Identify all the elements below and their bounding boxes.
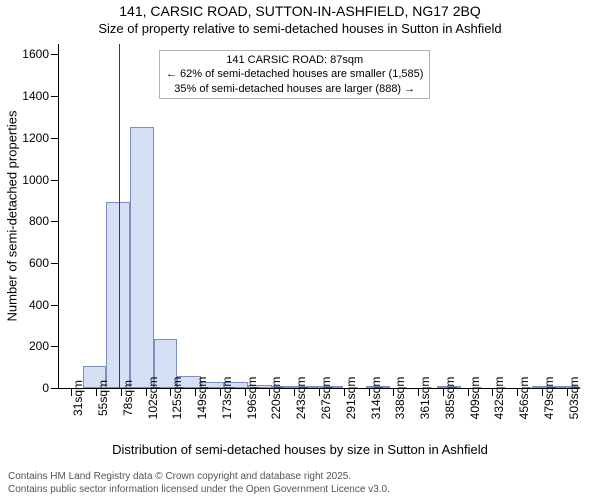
y-tick [51,96,58,97]
plot-area: 0200400600800100012001400160031sqm55sqm7… [58,44,579,389]
y-axis-title: Number of semi-detached properties [5,111,20,322]
x-tick-label: 361sqm [418,377,432,420]
x-tick-label: 338sqm [393,377,407,420]
annotation-line: ← 62% of semi-detached houses are smalle… [166,67,423,81]
x-tick-label: 291sqm [344,377,358,420]
x-tick-label: 55sqm [96,380,110,416]
x-tick-label: 409sqm [468,377,482,420]
y-tick [51,221,58,222]
histogram-bar [106,202,130,388]
page-title: 141, CARSIC ROAD, SUTTON-IN-ASHFIELD, NG… [0,3,600,21]
x-tick-label: 267sqm [319,377,333,420]
footer: Contains HM Land Registry data © Crown c… [8,471,390,496]
histogram-bar [130,127,154,388]
x-tick-label: 243sqm [294,377,308,420]
title-block: 141, CARSIC ROAD, SUTTON-IN-ASHFIELD, NG… [0,0,600,37]
x-tick-label: 173sqm [220,377,234,420]
y-tick [51,138,58,139]
y-tick [51,305,58,306]
y-tick-label: 1200 [22,131,49,145]
y-tick-label: 1000 [22,173,49,187]
y-tick [51,263,58,264]
y-tick-label: 800 [29,214,49,228]
x-tick-label: 149sqm [195,377,209,420]
x-tick-label: 78sqm [121,380,135,416]
x-axis-title: Distribution of semi-detached houses by … [0,442,600,457]
y-tick-label: 200 [29,339,49,353]
x-tick-label: 220sqm [269,377,283,420]
marker-line [119,44,120,388]
x-tick-label: 479sqm [542,377,556,420]
x-tick-label: 125sqm [170,377,184,420]
x-tick-label: 102sqm [146,377,160,420]
x-tick-label: 31sqm [71,380,85,416]
y-tick-label: 1600 [22,47,49,61]
y-tick-label: 1400 [22,89,49,103]
x-tick-label: 196sqm [245,377,259,420]
y-tick [51,346,58,347]
x-tick-label: 385sqm [443,377,457,420]
footer-line-1: Contains HM Land Registry data © Crown c… [8,471,390,484]
annotation-line: 141 CARSIC ROAD: 87sqm [166,53,423,67]
y-tick [51,388,58,389]
annotation-line: 35% of semi-detached houses are larger (… [166,82,423,96]
footer-line-2: Contains public sector information licen… [8,484,390,497]
x-tick-label: 503sqm [567,377,581,420]
annotation-box: 141 CARSIC ROAD: 87sqm← 62% of semi-deta… [159,50,430,99]
y-tick-label: 400 [29,298,49,312]
y-tick-label: 600 [29,256,49,270]
x-tick-label: 432sqm [492,377,506,420]
y-tick [51,180,58,181]
y-tick [51,54,58,55]
x-tick-label: 456sqm [517,377,531,420]
x-tick-label: 314sqm [369,377,383,420]
page-subtitle: Size of property relative to semi-detach… [0,21,600,37]
y-tick-label: 0 [42,381,49,395]
